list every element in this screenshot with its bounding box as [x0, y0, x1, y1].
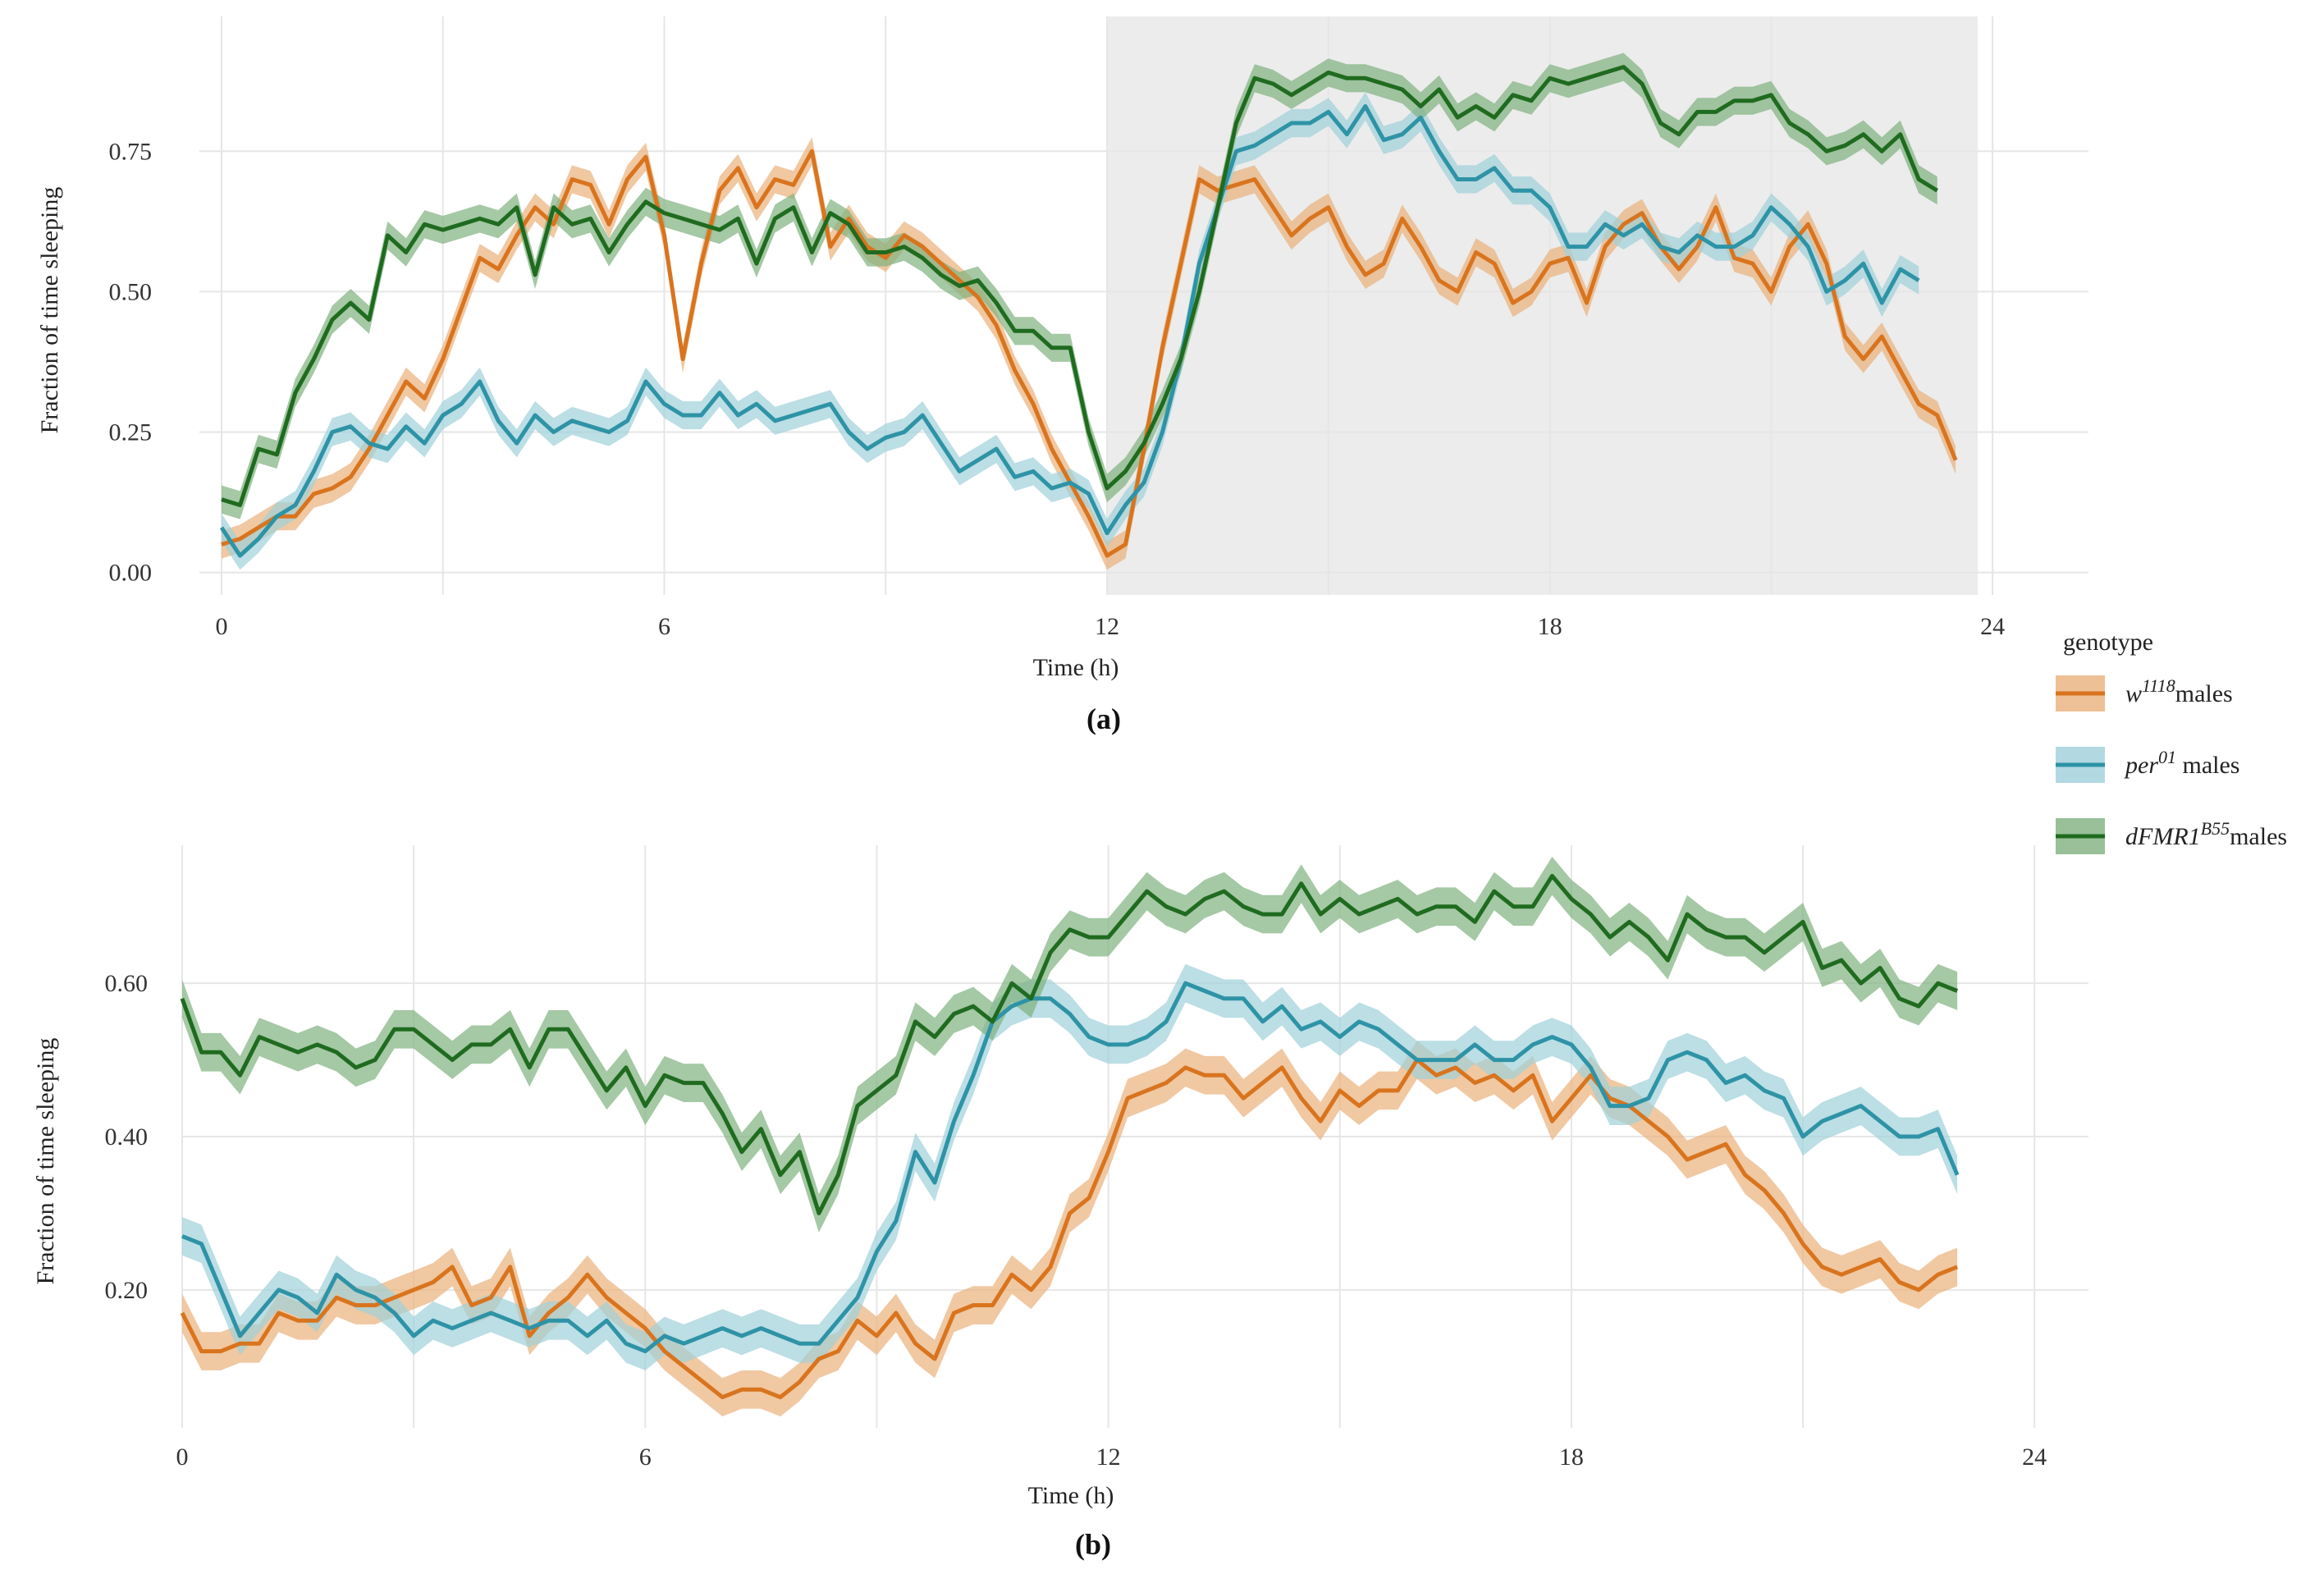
legend-entry-dFMR1: dFMR1B55males [2056, 818, 2287, 854]
x-tick-label: 24 [2022, 1443, 2047, 1471]
y-tick-label: 0.20 [105, 1277, 149, 1304]
x-tick-label: 24 [1980, 613, 2005, 640]
y-tick-label: 0.75 [109, 138, 153, 165]
error-band-w1118 [182, 1041, 1958, 1416]
y-tick-label: 0.50 [109, 278, 153, 305]
error-band-per01 [182, 963, 1958, 1370]
panel-a-dark-period [1107, 16, 1979, 595]
legend-title: genotype [2063, 629, 2153, 656]
panel-a-label: (a) [1087, 702, 1121, 735]
y-tick-label: 0.40 [105, 1123, 149, 1151]
x-tick-label: 0 [215, 613, 227, 640]
x-tick-label: 6 [658, 613, 670, 640]
panel-b-series-lines [180, 873, 1960, 1400]
legend-entry-per01: per01 males [2056, 747, 2239, 783]
panel-a-ylabel: Fraction of time sleeping [36, 187, 63, 434]
panel-b-label: (b) [1075, 1528, 1111, 1561]
error-band-per01 [222, 92, 1919, 570]
panel-b-ylabel: Fraction of time sleeping [32, 1038, 59, 1285]
panel-b-xlabel: Time (h) [1028, 1482, 1114, 1509]
y-tick-label: 0.60 [105, 970, 149, 997]
y-tick-label: 0.00 [109, 560, 153, 587]
series-line-dFMR1 [180, 873, 1959, 1215]
x-tick-label: 0 [176, 1443, 189, 1471]
panel-a-tick-labels: 0.00 0.25 0.50 0.75 0 6 12 18 24 [109, 138, 2006, 640]
error-band-dFMR1 [222, 53, 1937, 519]
panel-b: 0.20 0.40 0.60 0 6 12 18 24 Time (h) Fraction o… [32, 845, 2088, 1561]
series-line-w1118 [221, 149, 1958, 558]
legend-label-w1118: w1118males [2125, 675, 2233, 707]
series-line-per01 [219, 104, 1920, 558]
legend-entries: w1118males per01 males dFMR1B55males [2056, 675, 2287, 854]
series-line-dFMR1 [221, 65, 1939, 507]
panel-a-error-bands [222, 53, 1956, 570]
panel-a-xlabel: Time (h) [1033, 654, 1119, 681]
legend-label-dFMR1: dFMR1B55males [2125, 818, 2287, 850]
legend-entry-w1118: w1118males [2056, 675, 2233, 711]
x-tick-label: 18 [1538, 613, 1562, 640]
legend-label-per01: per01 males [2124, 747, 2239, 779]
x-tick-label: 18 [1559, 1443, 1584, 1471]
series-line-w1118 [180, 1058, 1959, 1400]
series-line-per01 [181, 981, 1960, 1354]
y-tick-label: 0.25 [109, 419, 153, 446]
legend: genotype w1118males per01 males dFMR1B55ma… [2056, 629, 2287, 854]
x-tick-label: 12 [1095, 613, 1119, 640]
x-tick-label: 12 [1096, 1443, 1121, 1471]
x-tick-label: 6 [639, 1443, 652, 1471]
panel-a-series-lines [219, 65, 1958, 558]
panel-b-tick-labels: 0.20 0.40 0.60 0 6 12 18 24 [105, 970, 2047, 1471]
panel-a: 0.00 0.25 0.50 0.75 0 6 12 18 24 Time (h) Fracti… [36, 16, 2088, 735]
